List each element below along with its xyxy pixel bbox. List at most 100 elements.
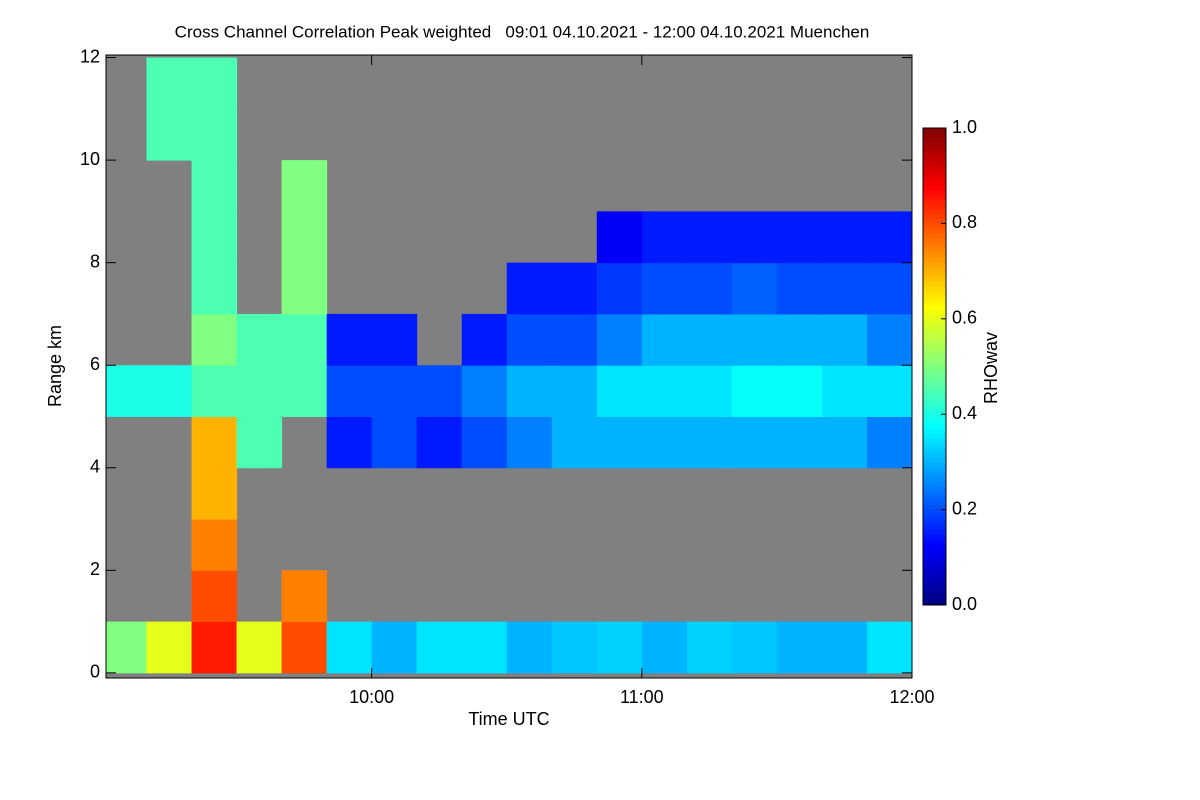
heatmap-cell (731, 262, 778, 315)
colorbar-segment (923, 247, 946, 253)
colorbar-tick-label: 0.4 (952, 403, 977, 423)
y-tick-label: 8 (90, 251, 100, 271)
colorbar-segment (923, 581, 946, 587)
colorbar-segment (923, 170, 946, 177)
heatmap-cell (641, 313, 688, 366)
heatmap-cell (281, 160, 328, 212)
colorbar-segment (923, 180, 946, 186)
colorbar-segment (923, 428, 946, 434)
heatmap-cell (776, 313, 823, 366)
colorbar-segment (923, 504, 946, 511)
colorbar-segment (923, 514, 946, 520)
heatmap-cell (821, 621, 868, 674)
colorbar-segment (923, 538, 946, 544)
heatmap-cell (596, 416, 643, 469)
heatmap-cell (686, 416, 733, 469)
y-tick-label: 4 (90, 457, 100, 477)
colorbar-segment (923, 495, 946, 501)
heatmap-cell (596, 621, 643, 674)
colorbar-segment (923, 361, 946, 367)
colorbar-segment (923, 409, 946, 415)
x-tick-label: 12:00 (889, 687, 934, 707)
heatmap-cell (866, 211, 912, 264)
heatmap-cell (731, 416, 778, 469)
colorbar-segment (923, 352, 946, 358)
heatmap-cell (821, 365, 868, 417)
colorbar-segment (923, 156, 946, 162)
heatmap-cell (416, 416, 463, 469)
colorbar-segment (923, 480, 946, 487)
colorbar-segment (923, 571, 946, 577)
colorbar-segment (923, 242, 946, 248)
heatmap-cell (686, 365, 733, 417)
colorbar-segment (923, 333, 946, 339)
heatmap-cell (281, 313, 328, 366)
y-tick-label: 2 (90, 559, 100, 579)
heatmap-cell (731, 365, 778, 417)
colorbar-segment (923, 342, 946, 348)
colorbar-segment (923, 404, 946, 410)
heatmap-cell (371, 416, 418, 469)
heatmap-cell (641, 416, 688, 469)
heatmap-cell (821, 262, 868, 315)
heatmap-cell (371, 365, 418, 417)
heatmap-cell (506, 621, 553, 674)
heatmap-cell (191, 519, 238, 571)
heatmap-cell (866, 416, 912, 469)
heatmap-cell (641, 211, 688, 264)
heatmap-cell (551, 416, 598, 469)
colorbar-segment (923, 476, 946, 482)
colorbar-tick-label: 1.0 (952, 117, 977, 137)
heatmap-cell (236, 313, 283, 366)
colorbar-tick-label: 0.2 (952, 498, 977, 518)
heatmap-cell (551, 262, 598, 315)
heatmap-cell (641, 262, 688, 315)
heatmap-cell (191, 211, 238, 264)
colorbar-segment (923, 576, 946, 582)
heatmap-cell (506, 365, 553, 417)
colorbar-segment (923, 128, 946, 134)
heatmap-cell (191, 621, 238, 674)
colorbar-segment (923, 151, 946, 158)
heatmap-cell (506, 416, 553, 469)
y-tick-label: 12 (80, 46, 100, 66)
heatmap-cell (281, 262, 328, 315)
x-tick-label: 11:00 (620, 687, 664, 707)
heatmap-cell (146, 57, 193, 110)
colorbar-segment (923, 380, 946, 387)
colorbar-segment (923, 209, 946, 215)
heatmap-cell (866, 313, 912, 366)
heatmap-cell (551, 313, 598, 366)
heatmap (106, 57, 912, 674)
heatmap-cell (596, 262, 643, 315)
colorbar-tick-label: 0.8 (952, 212, 977, 232)
heatmap-cell (236, 416, 283, 469)
colorbar-segment (923, 600, 946, 606)
colorbar-segment (923, 266, 946, 272)
colorbar-segment (923, 385, 946, 391)
heatmap-cell (191, 313, 238, 366)
colorbar-segment (923, 223, 946, 229)
colorbar-segment (923, 232, 946, 239)
heatmap-cell (326, 365, 373, 417)
heatmap-cell (686, 211, 733, 264)
plot-frame (105, 54, 913, 679)
heatmap-cell (416, 621, 463, 674)
colorbar-frame (922, 127, 947, 606)
heatmap-cell (146, 621, 193, 674)
colorbar-segment (923, 376, 946, 382)
heatmap-cell (596, 211, 643, 264)
colorbar-segment (923, 418, 946, 425)
heatmap-cell (686, 313, 733, 366)
colorbar-segment (923, 414, 946, 420)
heatmap-cell (326, 416, 373, 469)
heatmap-cell (776, 211, 823, 264)
colorbar-segment (923, 190, 946, 196)
colorbar-segment (923, 137, 946, 143)
x-tick-label: 10:00 (349, 687, 394, 707)
heatmap-cell (866, 621, 912, 674)
colorbar-segment (923, 542, 946, 549)
colorbar-segment (923, 566, 946, 573)
colorbar-segment (923, 433, 946, 439)
heatmap-cell (146, 108, 193, 161)
